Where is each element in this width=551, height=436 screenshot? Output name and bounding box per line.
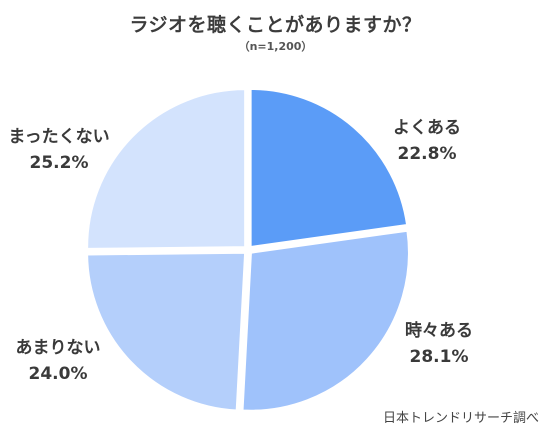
value-label: 22.8% bbox=[397, 144, 457, 164]
chart-subtitle: （n=1,200） bbox=[238, 40, 313, 53]
value-label: 24.0% bbox=[28, 364, 88, 384]
category-label: 時々ある bbox=[405, 321, 473, 341]
category-label: まったくない bbox=[8, 127, 110, 147]
slice-label-1: 時々ある 28.1% bbox=[384, 318, 494, 370]
category-label: よくある bbox=[393, 118, 461, 138]
category-label: あまりない bbox=[15, 338, 101, 358]
slice-label-0: よくある 22.8% bbox=[372, 115, 482, 167]
chart-title: ラジオを聴くことがありますか？ bbox=[129, 14, 422, 36]
pie-slice-3 bbox=[86, 88, 247, 250]
pie-slice-2 bbox=[86, 251, 247, 412]
pie-slice-1 bbox=[241, 229, 410, 412]
source-note: 日本トレンドリサーチ調べ bbox=[382, 411, 539, 426]
value-label: 28.1% bbox=[409, 347, 469, 367]
value-label: 25.2% bbox=[29, 153, 89, 173]
pie-slice-0 bbox=[249, 87, 409, 249]
slice-label-3: まったくない 25.2% bbox=[0, 124, 118, 176]
slice-label-2: あまりない 24.0% bbox=[2, 335, 114, 387]
